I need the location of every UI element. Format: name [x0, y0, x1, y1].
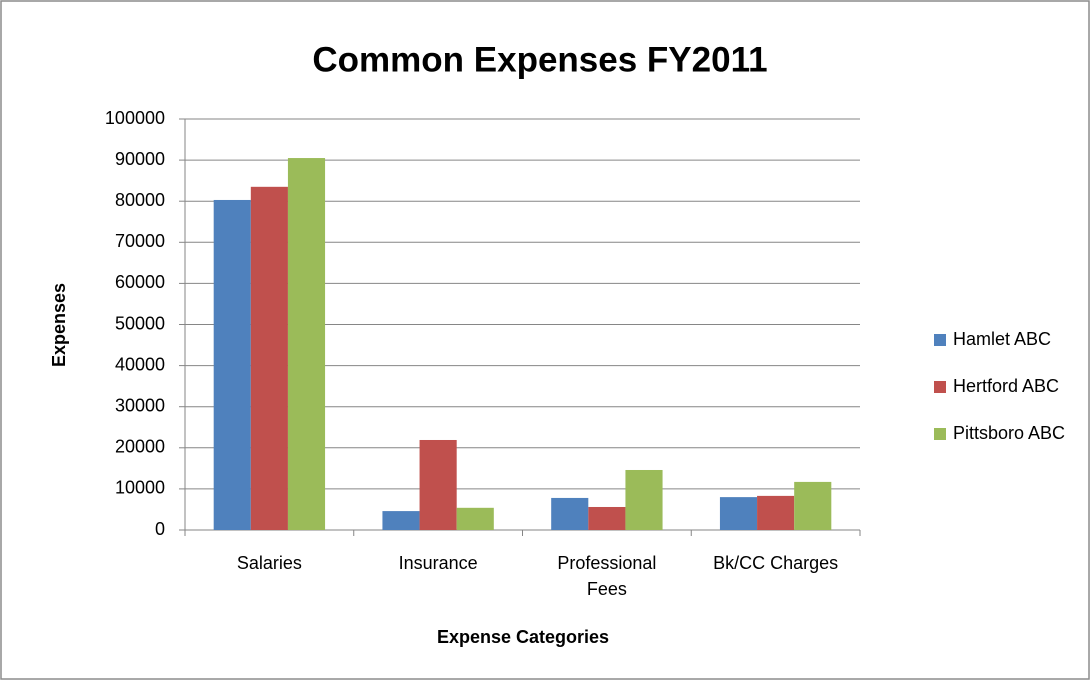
chart-title: Common Expenses FY2011: [312, 40, 767, 79]
y-tick-label: 60000: [115, 272, 165, 292]
y-tick-label: 30000: [115, 395, 165, 415]
y-tick-label: 0: [155, 519, 165, 539]
legend-label: Hamlet ABC: [953, 329, 1051, 349]
y-tick-label: 50000: [115, 313, 165, 333]
y-axis-title: Expenses: [49, 283, 69, 367]
bar: [794, 481, 832, 530]
y-tick-label: 10000: [115, 478, 165, 498]
bar: [588, 506, 626, 530]
y-tick-label: 40000: [115, 354, 165, 374]
bar: [419, 439, 457, 530]
x-tick-label: Insurance: [398, 553, 478, 573]
x-axis-title: Expense Categories: [437, 627, 609, 647]
y-tick-label: 100000: [105, 108, 165, 128]
bar: [213, 199, 251, 531]
bar: [250, 186, 288, 530]
x-tick-label: Professional Fees: [557, 553, 657, 599]
bar: [382, 511, 420, 530]
bar: [551, 497, 589, 530]
x-tick-label: Bk/CC Charges: [713, 553, 839, 573]
bar: [625, 469, 663, 530]
legend-swatch: [934, 334, 946, 346]
x-tick-label: Salaries: [236, 553, 302, 573]
y-tick-label: 20000: [115, 437, 165, 457]
y-tick-label: 80000: [115, 190, 165, 210]
legend-label: Pittsboro ABC: [953, 423, 1065, 443]
bar: [719, 497, 758, 530]
bar: [456, 507, 494, 530]
legend-label: Hertford ABC: [953, 376, 1059, 396]
bar: [287, 158, 326, 531]
bar: [757, 495, 795, 530]
legend-swatch: [934, 381, 946, 393]
legend-swatch: [934, 428, 946, 440]
y-tick-label: 70000: [115, 231, 165, 251]
y-tick-label: 90000: [115, 149, 165, 169]
